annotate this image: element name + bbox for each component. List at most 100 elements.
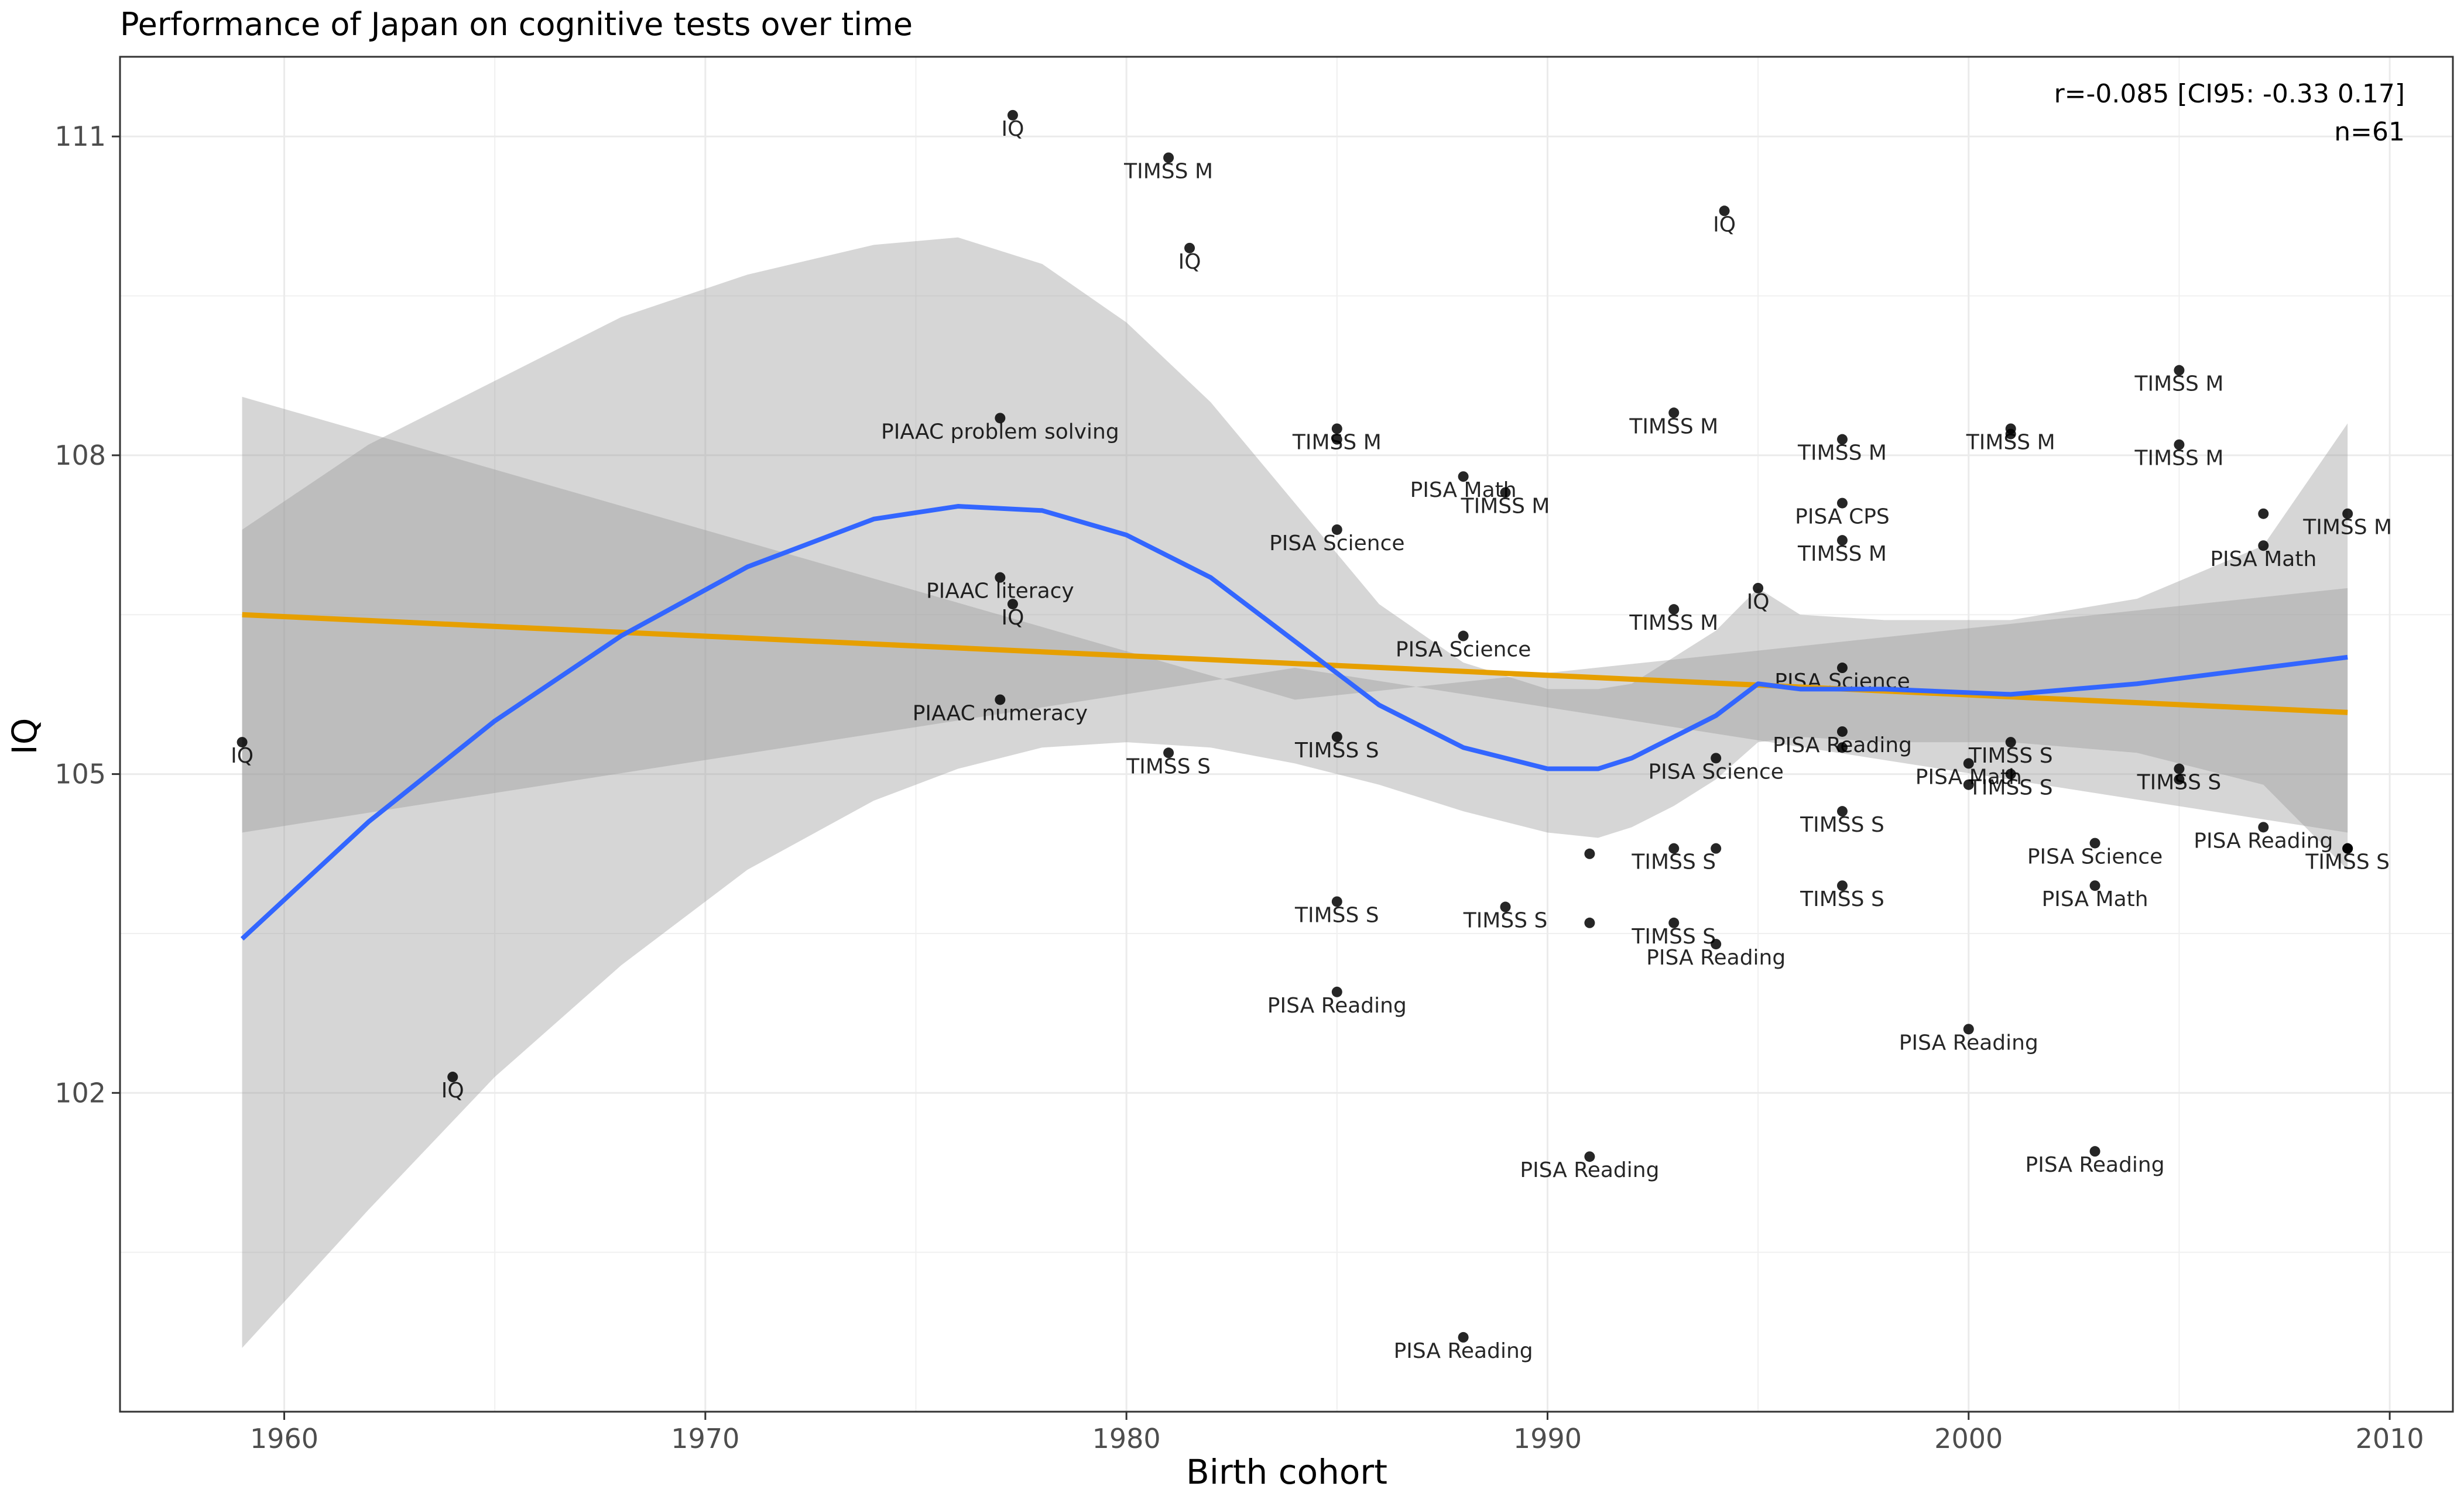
data-point bbox=[1963, 1024, 1974, 1035]
data-point bbox=[1836, 535, 1848, 546]
data-point bbox=[1711, 753, 1722, 764]
data-point bbox=[1711, 939, 1722, 950]
y-axis-title: IQ bbox=[5, 718, 44, 755]
data-point bbox=[1458, 471, 1469, 482]
data-point bbox=[2005, 428, 2016, 440]
data-point bbox=[1963, 758, 1974, 769]
data-point-label: PISA CPS bbox=[1795, 505, 1890, 529]
data-point-label: IQ bbox=[1178, 250, 1201, 274]
data-point bbox=[1836, 726, 1848, 737]
data-point-label: IQ bbox=[1001, 606, 1024, 630]
data-point bbox=[237, 737, 248, 748]
data-point bbox=[2089, 880, 2100, 891]
data-point bbox=[1711, 843, 1722, 854]
panel-border bbox=[119, 56, 2454, 1413]
data-point bbox=[2258, 822, 2269, 833]
data-point bbox=[2089, 838, 2100, 849]
x-tick-label: 1980 bbox=[1092, 1423, 1161, 1454]
data-point-label: TIMSS S bbox=[1968, 744, 2053, 768]
data-point-label: PISA Math bbox=[1410, 478, 1517, 502]
data-point-label: IQ bbox=[1747, 590, 1770, 614]
data-point bbox=[995, 413, 1006, 424]
data-point bbox=[1331, 986, 1342, 997]
data-point-label: PIAAC problem solving bbox=[881, 420, 1119, 444]
data-point-label: TIMSS S bbox=[2305, 850, 2390, 874]
data-point bbox=[1163, 152, 1174, 163]
data-point bbox=[1963, 779, 1974, 790]
data-point bbox=[2089, 1146, 2100, 1157]
x-tick-label: 1990 bbox=[1513, 1423, 1582, 1454]
data-point bbox=[1458, 630, 1469, 641]
panel-background bbox=[120, 57, 2453, 1412]
data-point-label: TIMSS S bbox=[1463, 909, 1548, 933]
data-point-label: PISA Reading bbox=[2194, 829, 2333, 853]
data-point bbox=[1184, 242, 1195, 253]
data-point bbox=[1668, 843, 1680, 854]
data-point bbox=[1331, 423, 1342, 434]
data-point-label: TIMSS M bbox=[1629, 414, 1718, 438]
data-point-label: TIMSS M bbox=[1461, 494, 1550, 518]
data-point-label: PISA Math bbox=[2042, 887, 2148, 911]
data-point-label: TIMSS M bbox=[1797, 542, 1887, 566]
data-point bbox=[2174, 774, 2185, 785]
data-point-label: TIMSS S bbox=[1294, 739, 1379, 763]
data-point bbox=[1163, 747, 1174, 759]
data-point bbox=[1836, 497, 1848, 509]
data-point bbox=[995, 572, 1006, 583]
data-point bbox=[1331, 896, 1342, 907]
data-point bbox=[2258, 508, 2269, 519]
loess-fit-confidence-band bbox=[242, 237, 2348, 1348]
data-point bbox=[1836, 742, 1848, 753]
data-point bbox=[2342, 508, 2353, 519]
data-point-label: PISA Math bbox=[2210, 547, 2316, 571]
y-tick-label: 105 bbox=[54, 759, 106, 790]
data-point bbox=[447, 1072, 458, 1083]
data-point-label: IQ bbox=[1713, 212, 1736, 236]
data-point bbox=[1500, 487, 1511, 498]
data-point-label: TIMSS S bbox=[1968, 776, 2053, 800]
data-point-label: TIMSS S bbox=[1126, 754, 1211, 778]
x-axis-title: Birth cohort bbox=[1186, 1452, 1387, 1492]
correlation-annotation: r=-0.085 [CI95: -0.33 0.17] bbox=[2054, 79, 2405, 109]
y-tick-label: 111 bbox=[54, 121, 106, 152]
data-point bbox=[1836, 663, 1848, 674]
data-point-label: PIAAC numeracy bbox=[913, 701, 1088, 725]
data-point bbox=[1584, 917, 1595, 928]
data-point-label: PISA Science bbox=[1396, 638, 1531, 662]
data-point bbox=[1836, 880, 1848, 891]
data-point bbox=[1007, 599, 1018, 610]
data-point bbox=[1584, 848, 1595, 859]
data-point-label: PISA Science bbox=[2027, 845, 2163, 869]
data-point-label: TIMSS S bbox=[1800, 813, 1884, 837]
sample-size-annotation: n=61 bbox=[2334, 117, 2405, 147]
data-point bbox=[2005, 768, 2016, 780]
data-point bbox=[1331, 732, 1342, 743]
data-point bbox=[2005, 737, 2016, 748]
data-point bbox=[1458, 1332, 1469, 1343]
data-point bbox=[1668, 604, 1680, 615]
loess-fit-line bbox=[240, 504, 2348, 941]
data-point-label: TIMSS M bbox=[1123, 159, 1213, 183]
data-point-label: PISA Reading bbox=[1267, 994, 1407, 1018]
data-point-label: TIMSS M bbox=[2134, 447, 2224, 471]
data-point-label: PISA Reading bbox=[1899, 1031, 2038, 1055]
data-point bbox=[1719, 205, 1730, 217]
x-tick-label: 2010 bbox=[2356, 1423, 2424, 1454]
linear-fit-line bbox=[242, 612, 2348, 715]
data-point bbox=[1007, 109, 1018, 121]
data-point-label: IQ bbox=[441, 1079, 464, 1103]
data-point-label: PISA Reading bbox=[1646, 946, 1786, 970]
data-point bbox=[1331, 524, 1342, 535]
data-point bbox=[995, 694, 1006, 705]
y-tick-label: 108 bbox=[54, 440, 106, 471]
data-point-label: TIMSS M bbox=[2302, 516, 2392, 540]
data-point-label: PISA Reading bbox=[1394, 1339, 1533, 1363]
linear-fit-confidence-band bbox=[242, 397, 2348, 833]
chart-title: Performance of Japan on cognitive tests … bbox=[120, 6, 913, 43]
data-point-label: TIMSS S bbox=[1294, 903, 1379, 927]
x-tick-label: 1970 bbox=[671, 1423, 739, 1454]
data-point-label: PISA Science bbox=[1269, 531, 1404, 555]
data-point-label: IQ bbox=[1001, 117, 1024, 141]
data-point bbox=[1668, 407, 1680, 418]
x-tick-label: 1960 bbox=[250, 1423, 318, 1454]
